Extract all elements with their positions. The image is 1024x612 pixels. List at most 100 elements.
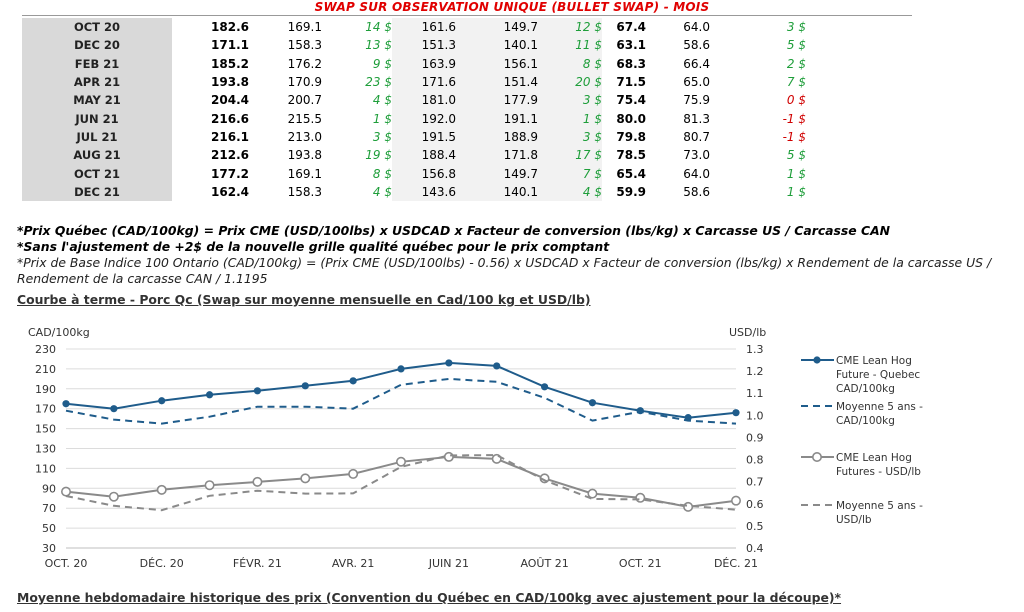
- table-cell-month: OCT 20: [22, 18, 172, 37]
- table-cell-d: 163.9: [392, 54, 456, 73]
- chart-legend: CME Lean Hog Future - Quebec CAD/100kg Moye…: [801, 355, 923, 526]
- table-cell-h: 80.7: [683, 129, 710, 144]
- chart-grid: 230 210 190 170 150 130 110 90 70 50 30 1.3 1.2 1.1 1.…: [35, 343, 764, 570]
- legend-label-1: Moyenne 5 ans -CAD/100kg: [836, 401, 923, 427]
- table-cell-f: 1 $: [538, 109, 602, 128]
- table-cell-c: 1 $: [372, 111, 392, 126]
- table-row: DEC 21 162.4 158.3 4 $143.6 140.1 4 $59.9 58.6…: [22, 182, 806, 201]
- x-tick-label: OCT. 20: [45, 557, 88, 570]
- table-cell-f: 3 $: [538, 127, 602, 147]
- note-prix-ontario: *Prix de Base Indice 100 Ontario (CAD/10…: [17, 255, 992, 286]
- data-point: [588, 399, 597, 407]
- y-tick-left: 230: [35, 343, 56, 356]
- table-cell-f: 11 $: [538, 36, 602, 55]
- table-cell-a: 182.6: [211, 20, 249, 35]
- data-point: [397, 365, 405, 373]
- swap-table-body: OCT 20 182.6 169.1 14 $161.6 149.7 12 $67.4 64…: [22, 18, 806, 201]
- table-cell-f: 20 $: [538, 72, 602, 92]
- table-cell-e: 151.4: [456, 72, 538, 92]
- table-title: SWAP SUR OBSERVATION UNIQUE (BULLET SWAP…: [314, 0, 710, 14]
- table-top-rule: [22, 15, 912, 16]
- table-cell-i: 5 $: [786, 38, 806, 53]
- table-cell-b: 169.1: [287, 20, 322, 35]
- y-tick-right: 0.7: [746, 476, 764, 489]
- table-cell-c: 19 $: [365, 148, 392, 163]
- y-tick-left: 70: [42, 502, 56, 515]
- table-cell-d: 181.0: [392, 91, 456, 110]
- note-prix-quebec: *Prix Québec (CAD/100kg) = Prix CME (USD…: [17, 223, 891, 238]
- table-cell-b: 158.3: [287, 184, 322, 199]
- table-cell-month: JUN 21: [22, 109, 172, 128]
- table-cell-b: 213.0: [287, 129, 322, 144]
- table-cell-f: 17 $: [538, 146, 602, 165]
- x-tick-label: AVR. 21: [332, 557, 375, 570]
- table-cell-month: DEC 20: [22, 36, 172, 55]
- y-tick-left: 150: [35, 423, 56, 436]
- x-tick-label: DÉC. 20: [140, 557, 184, 570]
- y-tick-left: 210: [35, 363, 56, 376]
- note-ajustement: *Sans l'ajustement de +2$ de la nouvelle…: [17, 239, 610, 254]
- table-cell-f: 12 $: [538, 18, 602, 37]
- table-cell-month: FEB 21: [22, 54, 172, 73]
- data-point: [108, 491, 119, 502]
- data-point: [635, 492, 646, 503]
- table-cell-e: 191.1: [456, 109, 538, 128]
- data-point: [443, 451, 454, 462]
- table-row: JUL 21 216.1 213.0 3 $191.5 188.9 3 $79.8 80.7…: [22, 127, 806, 147]
- legend-label-2: CME Lean Hog Futures - USD/lb: [836, 452, 921, 478]
- table-cell-g: 65.4: [616, 166, 646, 181]
- table-cell-e: 149.7: [456, 164, 538, 183]
- table-cell-i: 2 $: [786, 56, 806, 71]
- legend-label-3: Moyenne 5 ans -USD/lb: [836, 500, 923, 526]
- legend-label-0: CME Lean Hog Future - Quebec CAD/100kg: [836, 355, 920, 395]
- table-cell-c: 9 $: [372, 56, 392, 71]
- y-tick-right: 1.0: [746, 409, 764, 422]
- data-point: [349, 377, 357, 385]
- table-cell-month: DEC 21: [22, 182, 172, 201]
- table-cell-month: OCT 21: [22, 164, 172, 183]
- table-cell-c: 4 $: [372, 93, 392, 108]
- table-cell-month: AUG 21: [22, 146, 172, 165]
- table-cell-h: 58.6: [683, 184, 710, 199]
- table-cell-a: 171.1: [211, 38, 249, 53]
- table-cell-f: 7 $: [538, 164, 602, 183]
- table-cell-g: 80.0: [616, 111, 646, 126]
- table-row: JUN 21 216.6 215.5 1 $192.0 191.1 1 $80.0 81.3…: [22, 109, 806, 128]
- table-cell-f: 8 $: [538, 54, 602, 73]
- table-cell-e: 140.1: [456, 36, 538, 55]
- y-tick-left: 90: [42, 482, 56, 495]
- table-cell-a: 212.6: [211, 148, 249, 163]
- table-row: DEC 20 171.1 158.3 13 $151.3 140.1 11 $ 63.1 58…: [22, 36, 806, 55]
- table-cell-a: 162.4: [211, 184, 249, 199]
- table-cell-b: 158.3: [287, 38, 322, 53]
- x-tick-label: AOÛT 21: [520, 557, 568, 570]
- table-cell-b: 176.2: [287, 56, 322, 71]
- table-cell-e: 177.9: [456, 91, 538, 110]
- table-cell-month: JUL 21: [22, 127, 172, 147]
- table-row: MAY 21 204.4 200.7 4 $181.0 177.9 3 $ 75.4 75.9…: [22, 91, 806, 110]
- series-line-3: [65, 454, 737, 512]
- section-heading: Courbe à terme - Porc Qc (Swap sur moyen…: [17, 292, 591, 307]
- table-cell-i: 7 $: [786, 75, 806, 90]
- x-tick-label: OCT. 21: [619, 557, 662, 570]
- data-point: [732, 409, 740, 417]
- table-cell-d: 171.6: [392, 72, 456, 92]
- table-cell-h: 64.0: [683, 166, 710, 181]
- table-cell-d: 192.0: [392, 109, 456, 128]
- data-point: [683, 501, 694, 512]
- table-cell-b: 215.5: [287, 111, 322, 126]
- legend-marker: [813, 356, 821, 364]
- data-point: [158, 397, 166, 405]
- y-tick-left: 110: [35, 462, 56, 475]
- data-point: [301, 382, 309, 390]
- table-cell-month: APR 21: [22, 72, 172, 92]
- data-point: [62, 400, 70, 408]
- data-point: [205, 391, 214, 399]
- data-point: [445, 359, 453, 367]
- y-tick-right: 1.2: [746, 365, 764, 378]
- y-tick-right: 0.5: [746, 520, 764, 533]
- y-tick-left: 190: [35, 383, 56, 396]
- y-axis-left-label: CAD/100kg: [28, 326, 90, 339]
- table-cell-h: 75.9: [683, 93, 710, 108]
- table-cell-i: 1 $: [786, 166, 806, 181]
